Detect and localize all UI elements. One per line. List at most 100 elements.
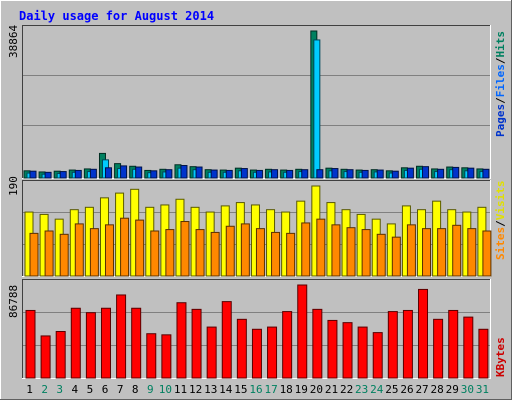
- kbytes-bar: [25, 309, 36, 379]
- visits-ymax-label: 190: [7, 176, 20, 196]
- kbytes-bar: [418, 288, 429, 379]
- kbytes-bar: [433, 318, 444, 379]
- legend-text: Pages/Files/Hits: [494, 31, 507, 137]
- legend-item: /: [494, 57, 507, 64]
- sites-bar: [406, 224, 416, 277]
- day-label: 29: [446, 383, 459, 396]
- hits-files-pages-panel: [22, 25, 491, 179]
- kbytes-bar: [206, 326, 217, 379]
- kbytes-bar: [463, 316, 474, 379]
- day-label: 21: [325, 383, 338, 396]
- day-label: 18: [280, 383, 293, 396]
- day-label: 31: [476, 383, 489, 396]
- sites-bar: [180, 221, 190, 277]
- pages-bar: [135, 166, 143, 179]
- day-label: 25: [385, 383, 398, 396]
- kbytes-bar: [448, 309, 459, 379]
- sites-bar: [286, 232, 296, 277]
- kbytes-bar: [55, 331, 66, 379]
- day-label: 9: [147, 383, 154, 396]
- sites-bar: [255, 228, 265, 277]
- day-labels: 1 2 3 4 5 6 7 8 9 10 11 12 13 14 15 16 17 18 19 20 21 22 23 24 2…: [26, 383, 489, 396]
- pages-bar: [271, 169, 279, 179]
- pages-bar: [240, 168, 248, 179]
- pages-bar: [74, 169, 82, 179]
- kbytes-bar: [357, 326, 368, 379]
- kbytes-bar: [402, 309, 413, 379]
- kbytes-bar: [267, 326, 278, 379]
- kbytes-bar: [191, 308, 202, 379]
- kbytes-bar: [478, 328, 489, 379]
- pages-bar: [331, 168, 339, 179]
- legend-item: Sites: [494, 227, 507, 260]
- pages-bar: [225, 169, 233, 179]
- kbytes-bar: [131, 307, 142, 379]
- sites-bar: [210, 231, 220, 277]
- pages-bar: [391, 170, 399, 179]
- pages-bar: [406, 167, 414, 179]
- pages-bar: [29, 170, 37, 179]
- day-label: 1: [26, 383, 33, 396]
- kbytes-bar: [146, 333, 157, 379]
- day-label: 22: [340, 383, 353, 396]
- day-label: 4: [72, 383, 79, 396]
- pages-bar: [59, 171, 67, 179]
- pages-bar: [482, 168, 490, 179]
- kbytes-bar: [40, 335, 51, 379]
- pages-bar: [195, 166, 203, 179]
- legend-item: Pages: [494, 104, 507, 137]
- day-label: 17: [264, 383, 277, 396]
- sites-bar: [301, 222, 311, 277]
- day-label: 10: [159, 383, 172, 396]
- sites-bar: [74, 223, 84, 277]
- sites-bar: [59, 233, 69, 277]
- sites-bar: [391, 236, 401, 277]
- pages-bar: [361, 169, 369, 179]
- sites-bar: [225, 225, 235, 277]
- day-label: 7: [117, 383, 124, 396]
- sites-bar: [195, 229, 205, 277]
- sites-bar: [482, 230, 492, 277]
- pages-bar: [180, 165, 188, 179]
- sites-bar: [316, 218, 326, 277]
- day-label: 3: [56, 383, 63, 396]
- pages-bar: [286, 169, 294, 179]
- day-label: 14: [219, 383, 233, 396]
- day-label: 12: [189, 383, 202, 396]
- legend-item: Visits: [494, 181, 507, 221]
- day-label: 6: [102, 383, 109, 396]
- sites-bar: [271, 231, 281, 277]
- hits-files-pages-legend: Pages/Files/Hits: [494, 31, 507, 137]
- pages-bar: [150, 170, 158, 179]
- kbytes-bar: [297, 284, 308, 379]
- day-label: 15: [234, 383, 247, 396]
- kbytes-bar: [85, 312, 96, 379]
- sites-bar: [467, 228, 477, 277]
- pages-bar: [104, 167, 112, 179]
- pages-bar: [255, 169, 263, 179]
- chart-title: Daily usage for August 2014: [19, 9, 214, 23]
- visits-sites-legend: Sites/Visits: [494, 181, 507, 261]
- pages-bar: [44, 171, 52, 179]
- sites-bar: [135, 219, 145, 277]
- legend-item: /: [494, 220, 507, 227]
- pages-bar: [422, 166, 430, 179]
- pages-bar: [316, 169, 324, 179]
- day-label: 8: [132, 383, 139, 396]
- kbytes-bar: [282, 311, 293, 379]
- pages-bar: [452, 166, 460, 179]
- kbytes-panel: [22, 279, 491, 379]
- kbytes-bar: [236, 318, 247, 379]
- sites-bar: [120, 217, 130, 277]
- day-label: 20: [310, 383, 323, 396]
- kbytes-bar: [372, 332, 383, 379]
- sites-bar: [89, 228, 99, 277]
- hits-ymax-label: 38864: [7, 25, 20, 58]
- day-label: 13: [204, 383, 217, 396]
- day-label: 30: [461, 383, 474, 396]
- day-label: 27: [415, 383, 428, 396]
- kbytes-bar: [70, 307, 81, 379]
- sites-bar: [437, 228, 447, 277]
- day-label: 28: [431, 383, 444, 396]
- files-bar: [313, 39, 321, 179]
